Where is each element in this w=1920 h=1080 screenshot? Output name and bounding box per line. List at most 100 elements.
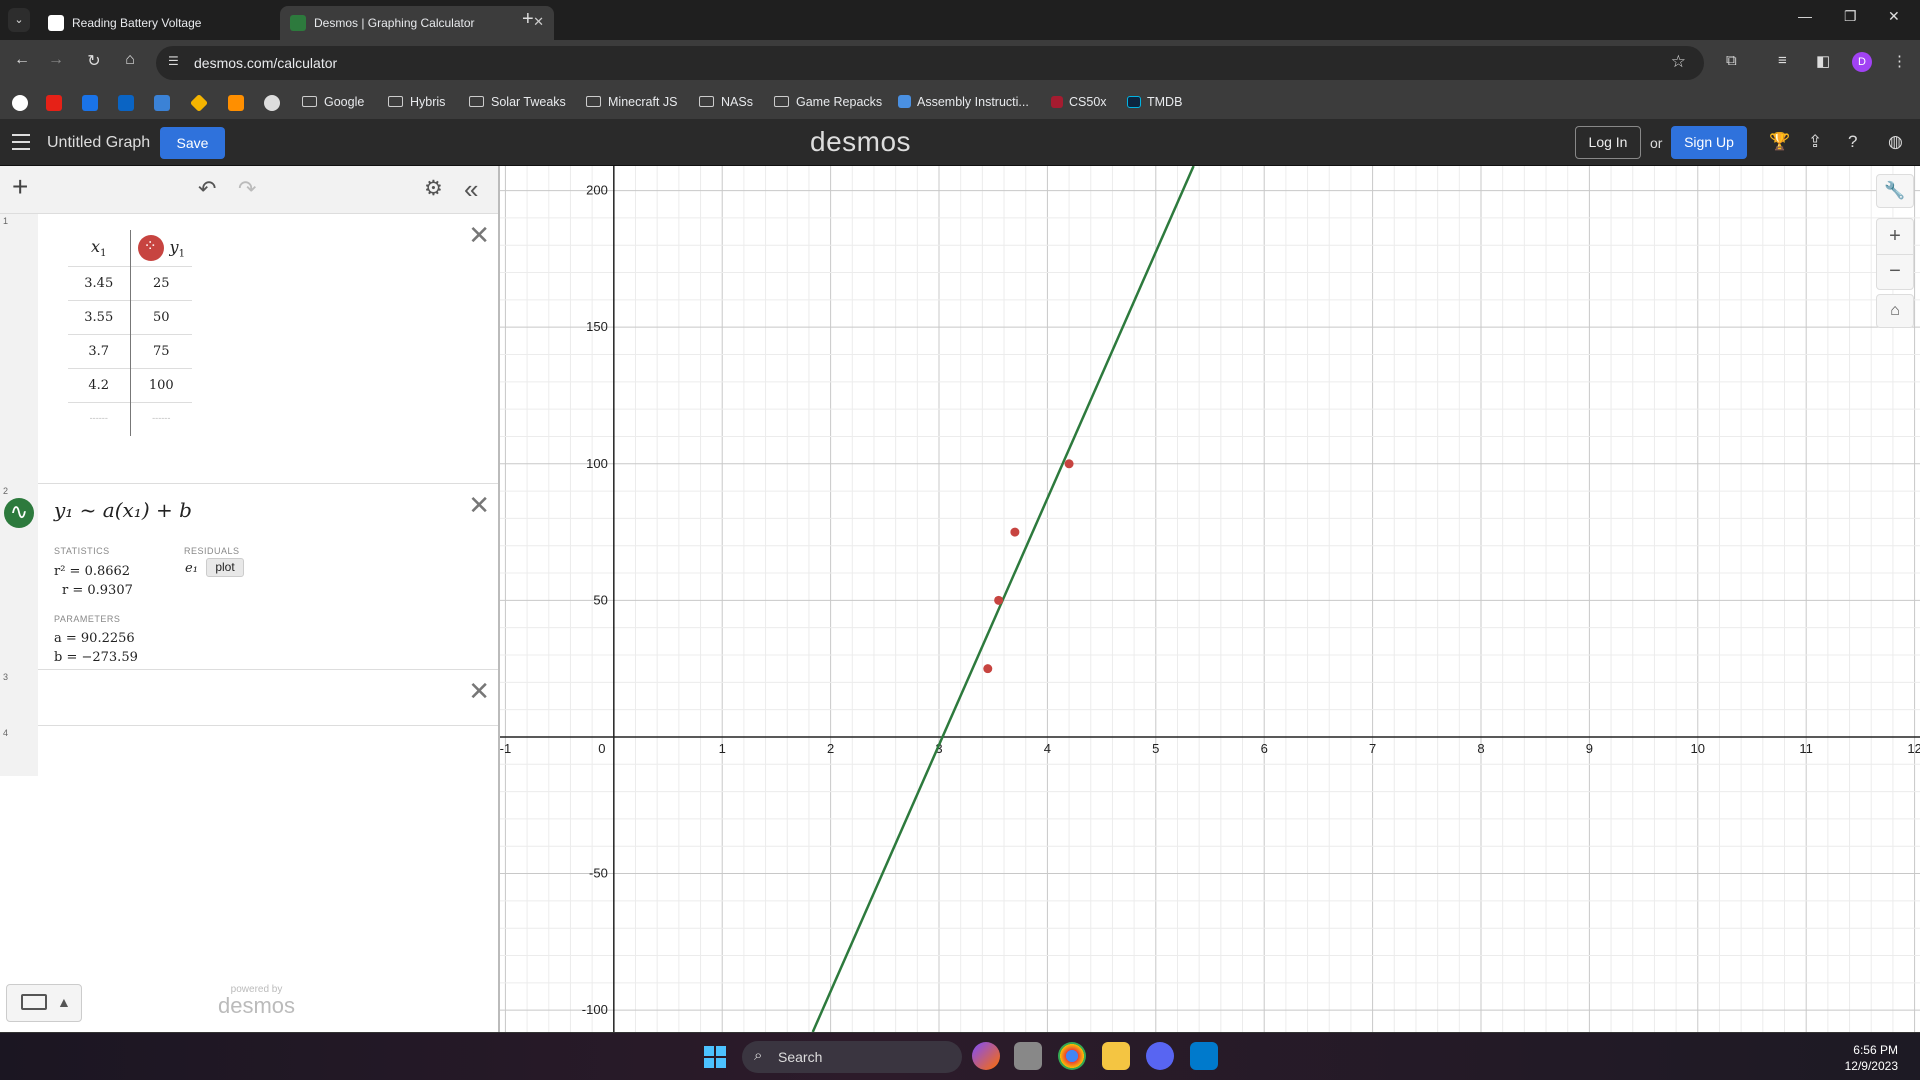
table-cell[interactable]: 50: [130, 299, 192, 334]
graph-paper[interactable]: -1 0 1 2 3 4 5 6 7 8 9 10 11 12 -100 -50 50 100 150 200 🔧 +…: [500, 166, 1920, 1032]
file-explorer-icon[interactable]: [1102, 1042, 1130, 1070]
zoom-controls: + −: [1876, 218, 1914, 290]
bookmark-google[interactable]: Google: [302, 95, 364, 109]
media-icon[interactable]: ≡: [1778, 52, 1787, 69]
zoom-in-icon[interactable]: +: [1877, 219, 1913, 255]
table-header-x[interactable]: x1: [68, 230, 131, 266]
home-icon[interactable]: ⌂: [125, 51, 135, 68]
trophy-icon[interactable]: 🏆: [1769, 132, 1791, 151]
data-table[interactable]: x1 y1 3.45 25 3.55 50 3.7 75 4.2 100 ---…: [68, 230, 192, 436]
bookmark-cs50x[interactable]: CS50x: [1051, 95, 1107, 109]
delete-expression-icon[interactable]: ✕: [468, 490, 490, 520]
bookmark-star-icon[interactable]: ☆: [1670, 52, 1686, 71]
tab-search-dropdown-icon[interactable]: ⌄: [8, 8, 30, 32]
side-panel-icon[interactable]: ◧: [1816, 53, 1831, 70]
bookmark-tmdb[interactable]: TMDB: [1127, 95, 1182, 109]
vscode-app-icon[interactable]: [1190, 1042, 1218, 1070]
graph-settings-wrench-icon[interactable]: 🔧: [1876, 174, 1914, 208]
x-tick-label: 12: [1907, 741, 1920, 756]
redo-icon[interactable]: ↷: [238, 176, 257, 201]
browser-tab-bar: ⌄ Reading Battery Voltage ✕ Desmos | Gra…: [0, 0, 1920, 40]
youtube-bookmark-icon[interactable]: [46, 95, 62, 111]
table-cell[interactable]: 100: [130, 367, 192, 402]
calendar-bookmark-icon[interactable]: [154, 95, 170, 111]
save-button[interactable]: Save: [160, 127, 225, 159]
bookmark-assembly[interactable]: Assembly Instructi...: [898, 95, 1029, 109]
table-header-y[interactable]: y1: [130, 230, 192, 266]
reload-icon[interactable]: ↻: [87, 53, 101, 70]
restore-icon[interactable]: ❐: [1844, 8, 1857, 24]
bookmark-hybris[interactable]: Hybris: [388, 95, 445, 109]
table-cell[interactable]: 3.7: [68, 333, 131, 368]
url-text[interactable]: desmos.com/calculator: [194, 55, 338, 71]
share-icon[interactable]: ⇪: [1808, 132, 1823, 151]
bookmark-minecraft-js[interactable]: Minecraft JS: [586, 95, 677, 109]
drive-bookmark-icon[interactable]: [189, 93, 209, 113]
close-window-icon[interactable]: ✕: [1888, 8, 1900, 24]
signup-button[interactable]: Sign Up: [1671, 126, 1747, 159]
settings-gear-icon[interactable]: ⚙: [424, 177, 443, 200]
app-bookmark-icon[interactable]: [82, 95, 98, 111]
back-icon[interactable]: ←: [14, 51, 30, 68]
row-number: 3: [3, 672, 9, 682]
table-row-empty: ------ ------: [68, 401, 192, 436]
hamburger-menu-icon[interactable]: [12, 134, 30, 150]
regression-formula[interactable]: y₁ ~ a(x₁) + b: [54, 498, 192, 522]
table-cell[interactable]: 4.2: [68, 367, 131, 402]
expression-row-empty[interactable]: 3 ✕: [0, 670, 498, 726]
outlook-bookmark-icon[interactable]: [118, 95, 134, 111]
assembly-icon: [898, 95, 911, 108]
add-item-icon[interactable]: +: [12, 171, 29, 202]
bookmark-nass[interactable]: NASs: [699, 95, 753, 109]
close-tab-icon[interactable]: ✕: [533, 14, 544, 29]
zoom-out-icon[interactable]: −: [1889, 260, 1901, 282]
graph-title[interactable]: Untitled Graph: [47, 134, 151, 151]
help-icon[interactable]: ?: [1848, 132, 1858, 151]
chrome-app-icon[interactable]: [1058, 1042, 1086, 1070]
table-cell[interactable]: 3.45: [68, 265, 131, 300]
omnibox[interactable]: ☰ desmos.com/calculator ☆: [156, 46, 1704, 80]
table-cell-empty[interactable]: ------: [68, 401, 131, 436]
extensions-icon[interactable]: ⧉: [1726, 52, 1737, 69]
regression-icon[interactable]: ∿: [4, 498, 34, 528]
tab-desmos[interactable]: Desmos | Graphing Calculator ✕: [280, 6, 554, 40]
table-cell[interactable]: 75: [130, 333, 192, 368]
app-bookmark-icon-2[interactable]: [228, 95, 244, 111]
undo-icon[interactable]: ↶: [198, 176, 217, 201]
forward-icon[interactable]: →: [48, 51, 64, 68]
table-cell[interactable]: 3.55: [68, 299, 131, 334]
new-tab-icon[interactable]: +: [522, 8, 534, 30]
table-cell-empty[interactable]: ------: [130, 401, 192, 436]
windows-start-icon[interactable]: [704, 1046, 726, 1068]
collapse-panel-icon[interactable]: «: [464, 174, 479, 204]
profile-avatar[interactable]: D: [1852, 52, 1872, 72]
expression-row-table[interactable]: 1 x1 y1 3.45 25 3.55 50 3.7 75 4.2 100: [0, 214, 498, 484]
delete-expression-icon[interactable]: ✕: [468, 676, 490, 706]
expression-row-new[interactable]: 4: [0, 726, 498, 776]
github-bookmark-icon[interactable]: [264, 95, 280, 111]
minimize-icon[interactable]: —: [1798, 8, 1812, 24]
login-button[interactable]: Log In: [1575, 126, 1641, 159]
powered-by-text: powered by: [230, 984, 283, 995]
language-globe-icon[interactable]: ◍: [1888, 132, 1903, 151]
google-bookmark-icon[interactable]: [12, 95, 28, 111]
tab-reading-battery-voltage[interactable]: Reading Battery Voltage ✕: [38, 6, 312, 40]
task-view-icon[interactable]: [1014, 1042, 1042, 1070]
default-view-home-icon[interactable]: ⌂: [1876, 294, 1914, 328]
menu-kebab-icon[interactable]: ⋮: [1892, 53, 1907, 70]
discord-app-icon[interactable]: [1146, 1042, 1174, 1070]
taskbar-search[interactable]: ⌕ Search: [742, 1041, 962, 1073]
plot-residuals-button[interactable]: plot: [206, 558, 244, 577]
bookmark-solar-tweaks[interactable]: Solar Tweaks: [469, 95, 566, 109]
delete-expression-icon[interactable]: ✕: [468, 220, 490, 250]
x-tick-label: 9: [1586, 741, 1593, 756]
expression-row-regression[interactable]: 2 ∿ y₁ ~ a(x₁) + b STATISTICS RESIDUALS …: [0, 484, 498, 670]
system-clock[interactable]: 6:56 PM 12/9/2023: [1845, 1042, 1898, 1074]
keyboard-toggle-button[interactable]: ▲: [6, 984, 82, 1022]
points-style-icon[interactable]: [137, 234, 164, 261]
site-info-icon[interactable]: ☰: [168, 54, 179, 68]
table-cell[interactable]: 25: [130, 265, 192, 300]
bookmark-game-repacks[interactable]: Game Repacks: [774, 95, 882, 109]
copilot-app-icon[interactable]: [972, 1042, 1000, 1070]
